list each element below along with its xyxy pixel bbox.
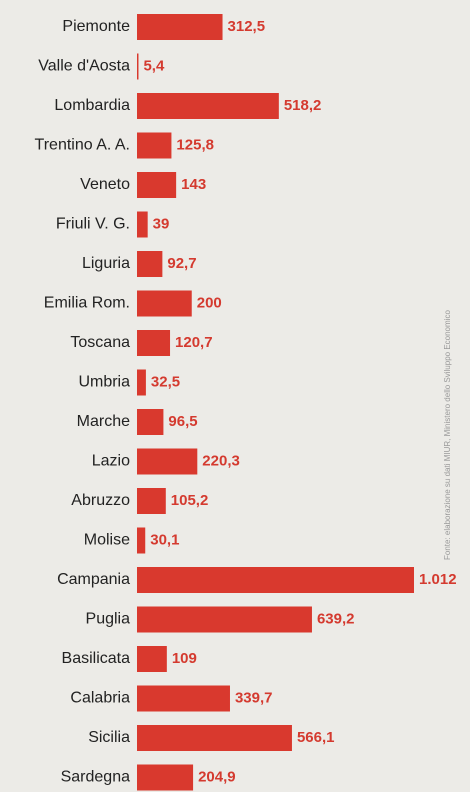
category-label: Toscana xyxy=(70,334,130,351)
category-label: Piemonte xyxy=(62,18,130,35)
value-label: 639,2 xyxy=(317,610,355,627)
category-label: Sardegna xyxy=(61,769,130,786)
value-label: 312,5 xyxy=(228,18,266,35)
value-label: 109 xyxy=(172,650,197,667)
value-label: 5,4 xyxy=(143,57,165,74)
value-label: 96,5 xyxy=(168,413,197,430)
value-label: 204,9 xyxy=(198,768,236,785)
bar xyxy=(137,725,292,751)
value-label: 39 xyxy=(153,215,170,232)
category-label: Emilia Rom. xyxy=(44,295,130,312)
value-label: 220,3 xyxy=(202,452,240,469)
value-label: 143 xyxy=(181,176,206,193)
category-label: Abruzzo xyxy=(71,492,130,509)
bar xyxy=(137,93,279,119)
value-label: 120,7 xyxy=(175,334,213,351)
bar xyxy=(137,14,223,40)
category-label: Liguria xyxy=(82,255,130,272)
bar xyxy=(137,409,164,435)
category-label: Marche xyxy=(77,413,130,430)
value-label: 105,2 xyxy=(171,492,209,509)
source-note: Fonte: elaborazione su dati MIUR, Minist… xyxy=(443,310,452,560)
bar xyxy=(137,330,171,356)
value-label: 92,7 xyxy=(167,255,196,272)
value-label: 30,1 xyxy=(150,531,179,548)
bar xyxy=(137,132,172,159)
category-label: Friuli V. G. xyxy=(56,216,130,233)
bar xyxy=(137,488,166,514)
category-label: Umbria xyxy=(78,374,130,391)
bar xyxy=(137,567,414,593)
category-label: Lazio xyxy=(92,453,130,470)
bar xyxy=(137,172,177,198)
bar xyxy=(137,53,139,80)
bar xyxy=(137,290,192,317)
category-label: Valle d'Aosta xyxy=(38,58,130,75)
value-label: 32,5 xyxy=(151,373,180,390)
category-label: Lombardia xyxy=(54,97,130,114)
category-label: Molise xyxy=(84,532,130,549)
bar xyxy=(137,448,198,475)
bar xyxy=(137,646,167,672)
bar xyxy=(137,685,230,712)
category-label: Sicilia xyxy=(88,729,130,746)
category-label: Calabria xyxy=(70,690,130,707)
value-label: 1.012 xyxy=(419,571,457,588)
bar xyxy=(137,211,148,238)
category-label: Trentino A. A. xyxy=(35,137,130,154)
category-label: Basilicata xyxy=(62,650,131,667)
category-label: Veneto xyxy=(80,176,130,193)
category-label: Puglia xyxy=(86,611,131,628)
value-label: 125,8 xyxy=(176,136,214,153)
value-label: 566,1 xyxy=(297,729,335,746)
value-label: 339,7 xyxy=(235,689,273,706)
bar xyxy=(137,527,146,554)
bar xyxy=(137,606,312,633)
bar xyxy=(137,369,146,396)
value-label: 200 xyxy=(197,294,222,311)
bar xyxy=(137,764,194,791)
value-label: 518,2 xyxy=(284,97,322,114)
bar xyxy=(137,251,163,277)
category-label: Campania xyxy=(57,571,130,588)
